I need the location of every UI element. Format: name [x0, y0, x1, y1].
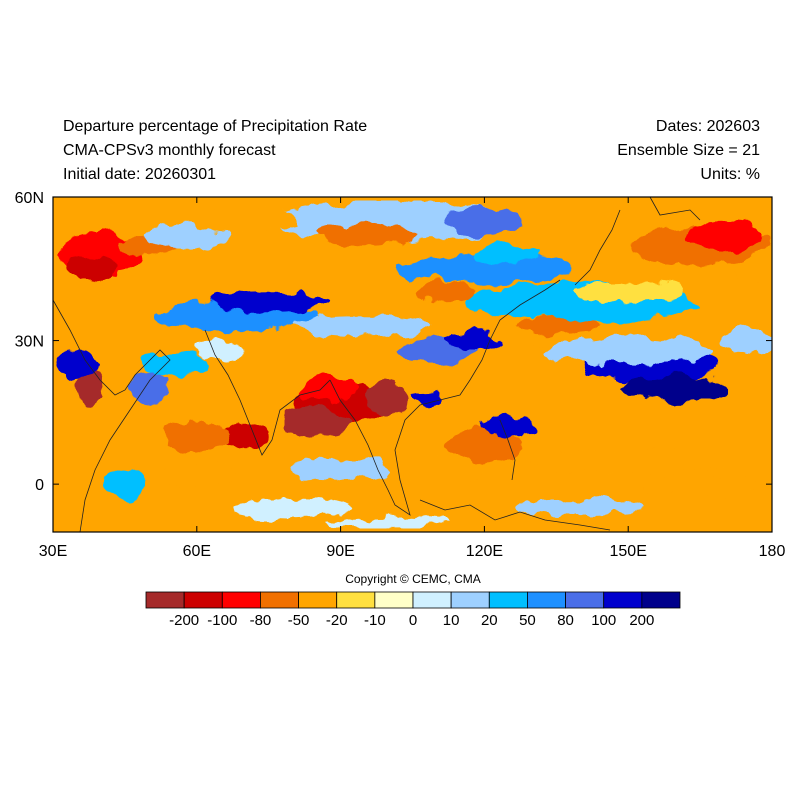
anomaly-region — [684, 221, 765, 250]
anomaly-region — [515, 500, 646, 516]
anomaly-region — [473, 244, 544, 265]
lon-label: 60E — [183, 543, 211, 560]
map-frame — [52, 196, 773, 533]
axis-ticks — [52, 196, 773, 532]
colorbar-swatch — [183, 591, 223, 609]
anomaly-region — [294, 316, 435, 337]
anomaly-region — [189, 209, 300, 232]
colorbar-label: 20 — [481, 612, 498, 629]
anomaly-region — [640, 471, 761, 497]
anomaly-region — [732, 253, 772, 284]
anomaly-region — [416, 283, 477, 302]
anomaly-region — [573, 281, 684, 304]
anomaly-region — [444, 428, 525, 464]
colorbar-swatch — [565, 591, 605, 609]
anomaly-region — [328, 516, 449, 529]
colorbar-label: 100 — [591, 612, 616, 629]
anomaly-region — [195, 340, 246, 361]
lat-label: 60N — [15, 190, 44, 207]
lon-label: 30E — [39, 543, 67, 560]
anomaly-region — [290, 457, 391, 483]
lon-label: 180 — [759, 543, 786, 560]
colorbar-swatch — [145, 591, 185, 609]
anomaly-region — [314, 224, 415, 247]
coastline-japan — [574, 209, 621, 286]
colorbar — [145, 591, 681, 609]
anomaly-region — [161, 421, 232, 452]
anomaly-region — [56, 349, 97, 380]
anomaly-region — [301, 375, 362, 401]
coastline-maritime — [419, 499, 611, 531]
ensemble-size: Ensemble Size = 21 — [617, 142, 760, 159]
lon-label: 90E — [326, 543, 354, 560]
anomaly-region — [516, 318, 597, 334]
initial-date: Initial date: 20260301 — [63, 166, 217, 183]
anomaly-region — [137, 352, 208, 377]
anomaly-region — [66, 253, 117, 284]
colorbar-swatch — [336, 591, 376, 609]
colorbar-swatch — [527, 591, 566, 609]
anomaly-region — [368, 383, 409, 413]
colorbar-label: -100 — [207, 612, 237, 629]
forecast-dates: Dates: 202603 — [655, 118, 760, 135]
colorbar-label: -200 — [169, 612, 199, 629]
anomaly-region — [528, 447, 729, 473]
colorbar-label: 80 — [557, 612, 574, 629]
colorbar-label: -10 — [364, 612, 386, 629]
copyright-notice: Copyright © CEMC, CMA — [345, 572, 481, 586]
anomaly-region — [104, 469, 145, 500]
colorbar-label: -50 — [288, 612, 310, 629]
coastline-philippines — [499, 419, 516, 481]
lat-label: 0 — [35, 477, 44, 494]
coastline-southeast-asia — [329, 279, 561, 516]
anomaly-region — [208, 292, 329, 313]
colorbar-label: 200 — [629, 612, 654, 629]
map-title: Departure percentage of Precipitation Ra… — [63, 118, 368, 135]
anomaly-region — [543, 336, 714, 365]
anomaly-field — [53, 197, 772, 532]
lon-label: 150E — [610, 543, 647, 560]
colorbar-swatch — [260, 591, 299, 609]
anomaly-region — [78, 373, 104, 404]
anomaly-region — [444, 208, 525, 234]
colorbar-swatch — [412, 591, 452, 609]
colorbar-label: 10 — [443, 612, 460, 629]
anomaly-region — [128, 373, 169, 404]
model-name: CMA-CPSv3 monthly forecast — [63, 142, 276, 159]
colorbar-swatch — [488, 591, 528, 609]
colorbar-label: 50 — [519, 612, 536, 629]
colorbar-swatch — [221, 591, 261, 609]
colorbar-label: -20 — [326, 612, 348, 629]
colorbar-label: 0 — [409, 612, 417, 629]
coastline-sakhalin — [649, 196, 701, 221]
anomaly-region — [444, 331, 505, 350]
colorbar-labels: -200 -100 -80 -50 -20 -10 0 10 20 50 80 100 200 — [169, 612, 654, 629]
coastlines — [52, 196, 701, 533]
latitude-labels: 60N 30N 0 — [15, 190, 44, 494]
anomaly-region — [621, 375, 732, 401]
coastline-africa-arabia — [52, 299, 171, 533]
lon-label: 120E — [466, 543, 503, 560]
units: Units: % — [700, 166, 760, 183]
colorbar-swatch — [603, 591, 643, 609]
coastline-india — [204, 329, 331, 456]
lat-label: 30N — [15, 334, 44, 351]
colorbar-swatch — [298, 591, 338, 609]
anomaly-region — [718, 328, 772, 354]
anomaly-region — [483, 416, 534, 437]
colorbar-swatch — [374, 591, 414, 609]
colorbar-label: -80 — [250, 612, 272, 629]
colorbar-swatch — [450, 591, 490, 609]
longitude-labels: 30E 60E 90E 120E 150E 180 — [39, 543, 786, 560]
anomaly-region — [386, 454, 487, 485]
anomaly-region — [281, 406, 352, 437]
colorbar-swatch — [641, 591, 681, 609]
anomaly-region — [232, 498, 353, 519]
anomaly-region — [151, 462, 242, 488]
